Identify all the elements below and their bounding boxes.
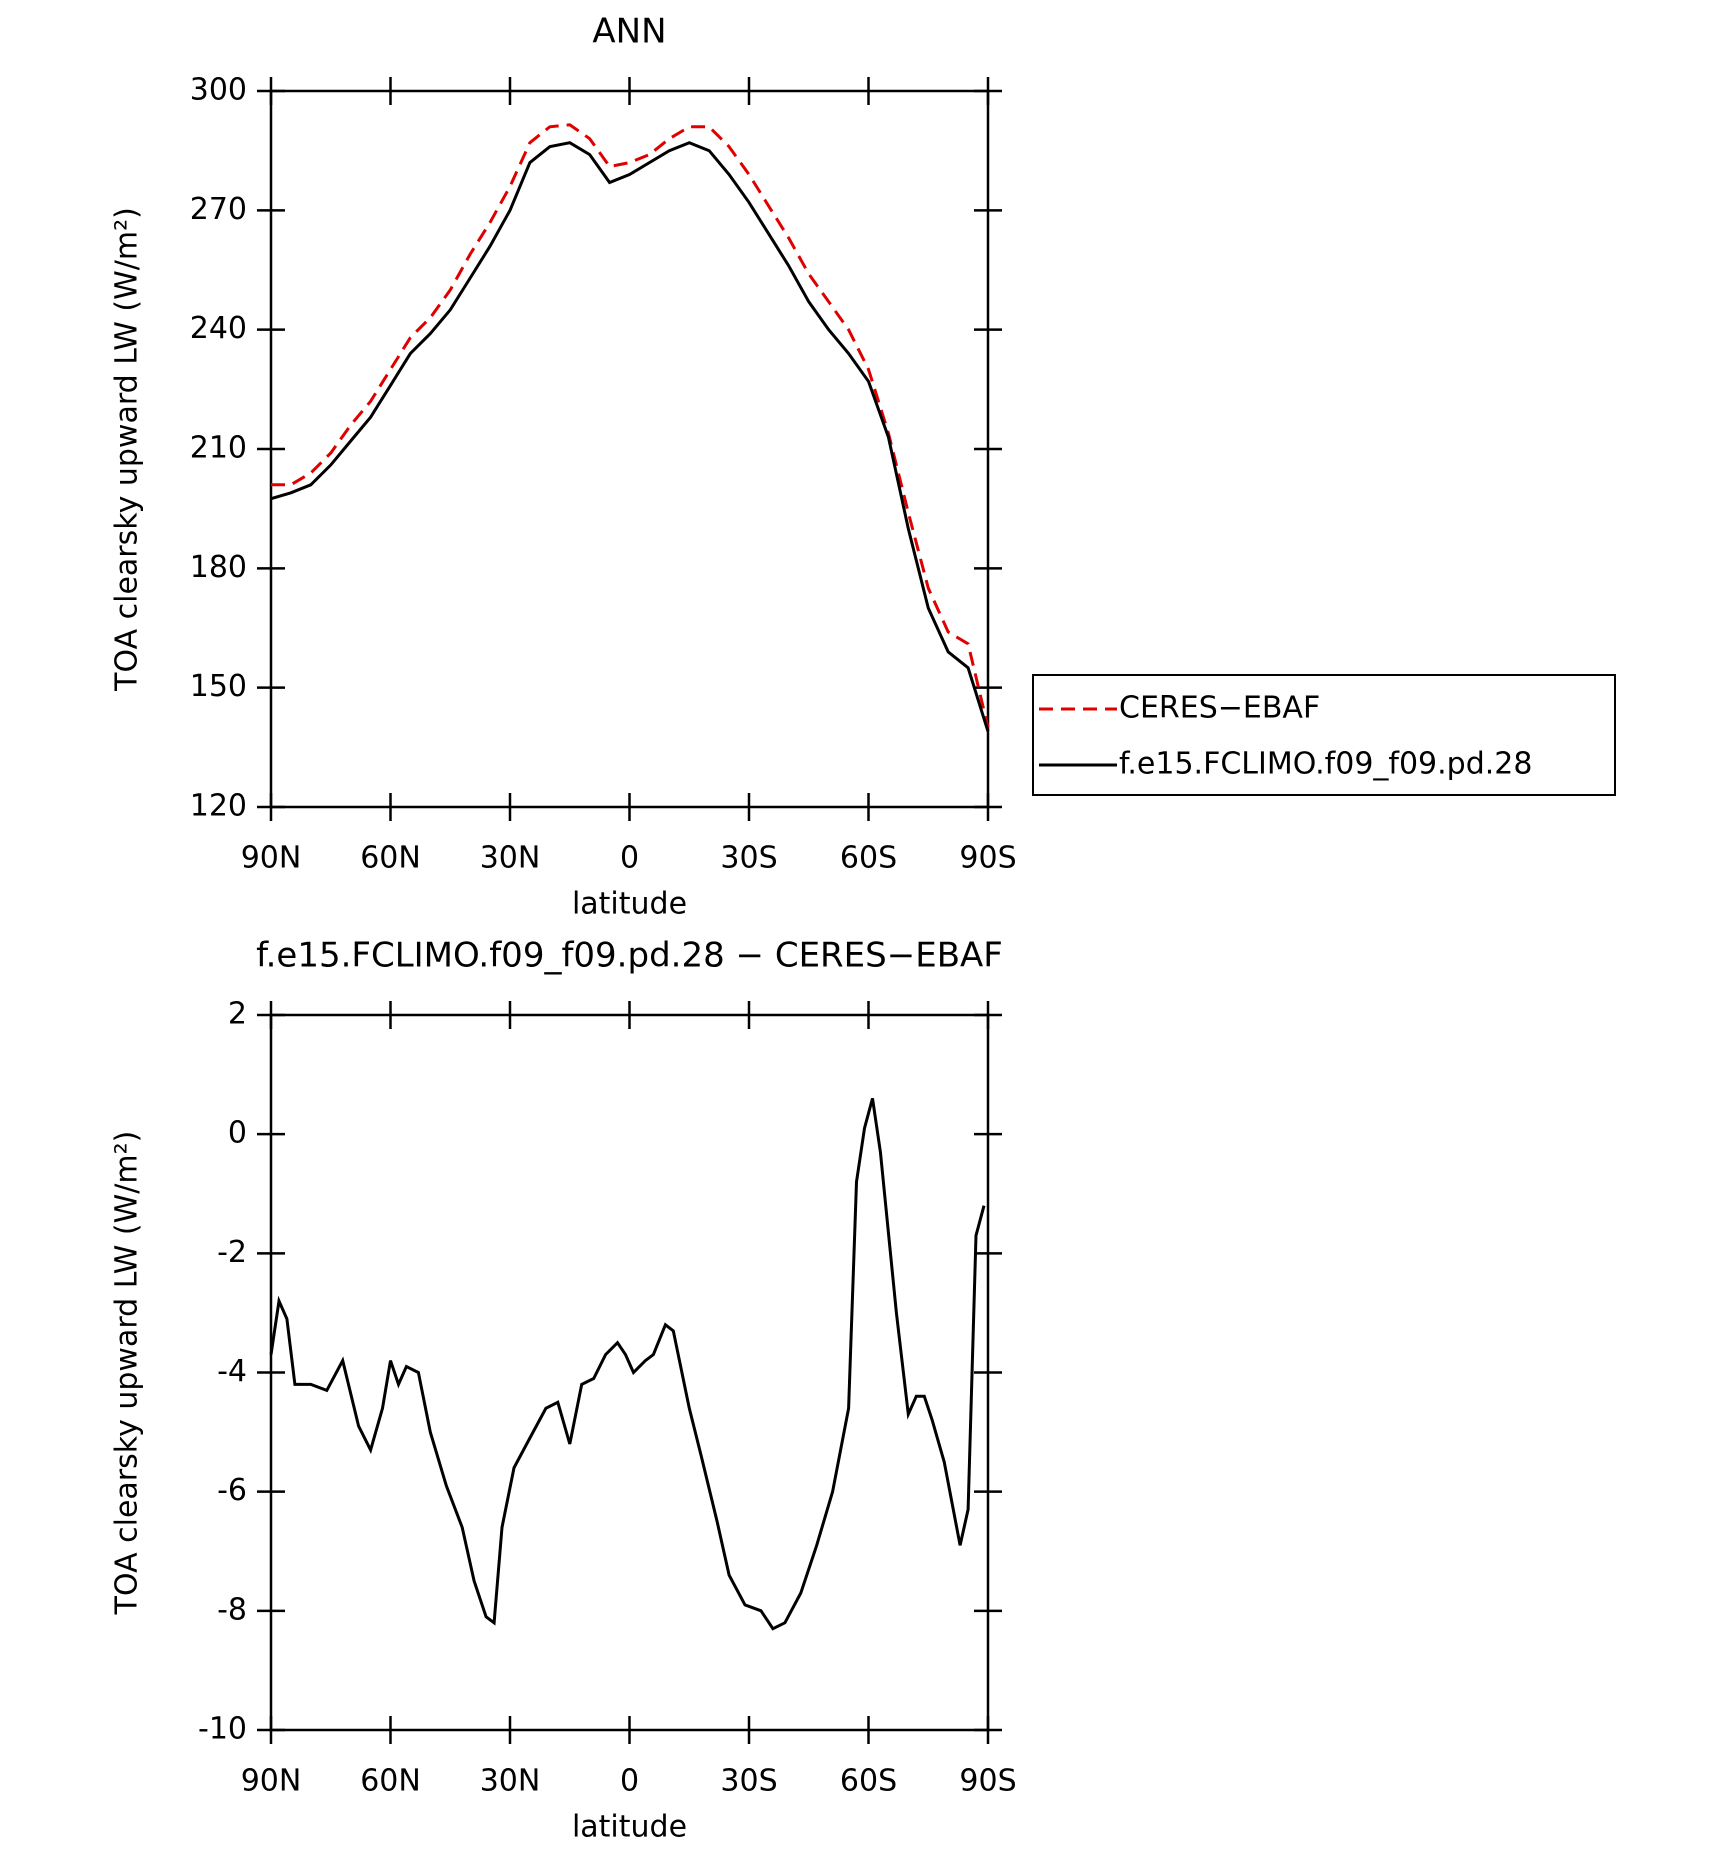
y-tick-label: 240 [190, 311, 247, 346]
y-tick-label: 270 [190, 192, 247, 227]
chart-title: ANN [592, 12, 666, 52]
y-axis-label: TOA clearsky upward LW (W/m²) [110, 1131, 145, 1616]
data-line [271, 123, 990, 728]
plot-frame [269, 89, 990, 809]
y-tick-label: 300 [190, 73, 247, 108]
chart-title: f.e15.FCLIMO.f09_f09.pd.28 − CERES−EBAF [256, 936, 1003, 976]
y-tick-label: 0 [228, 1116, 247, 1151]
x-tick-label: 30N [480, 1764, 541, 1799]
x-axis-label: latitude [572, 887, 687, 922]
x-tick-label: 60N [360, 1764, 421, 1799]
legend-box [1032, 674, 1616, 796]
plot-frame [269, 1013, 990, 1732]
legend-label: CERES−EBAF [1119, 691, 1320, 726]
x-tick-label: 90N [241, 841, 302, 876]
x-tick-label: 30N [480, 841, 541, 876]
x-tick-label: 30S [720, 841, 777, 876]
y-tick-label: -8 [217, 1592, 247, 1627]
y-tick-label: -2 [217, 1235, 247, 1270]
y-axis-label: TOA clearsky upward LW (W/m²) [110, 207, 145, 692]
legend-label: f.e15.FCLIMO.f09_f09.pd.28 [1119, 747, 1532, 782]
x-tick-label: 90S [959, 1764, 1016, 1799]
x-tick-label: 60S [840, 1764, 897, 1799]
y-tick-label: 120 [190, 789, 247, 824]
y-tick-label: 2 [228, 997, 247, 1032]
x-axis-label: latitude [572, 1810, 687, 1845]
y-tick-label: -6 [217, 1473, 247, 1508]
x-tick-label: 90N [241, 1764, 302, 1799]
data-line [270, 141, 990, 732]
y-tick-label: -10 [198, 1712, 247, 1747]
y-tick-label: 150 [190, 669, 247, 704]
data-line [269, 1098, 986, 1631]
x-tick-label: 0 [620, 841, 639, 876]
x-tick-label: 0 [620, 1764, 639, 1799]
y-tick-label: 210 [190, 431, 247, 466]
y-tick-label: 180 [190, 550, 247, 585]
y-tick-label: -4 [217, 1354, 247, 1389]
x-tick-label: 60S [840, 841, 897, 876]
x-tick-label: 30S [720, 1764, 777, 1799]
x-tick-label: 90S [959, 841, 1016, 876]
x-tick-label: 60N [360, 841, 421, 876]
